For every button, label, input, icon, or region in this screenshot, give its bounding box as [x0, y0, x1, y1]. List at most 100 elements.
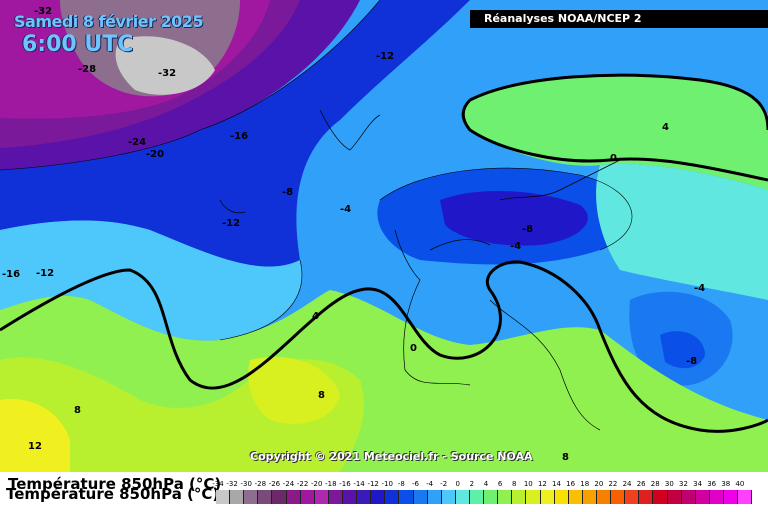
south-warm-core — [248, 356, 340, 424]
scale-tick-label: -12 — [367, 480, 379, 488]
scale-tick-label: 20 — [594, 480, 604, 488]
scale-tick-label: -16 — [339, 480, 351, 488]
contour-label: 0 — [610, 153, 617, 164]
scale-swatch — [625, 490, 640, 504]
scale-tick-label: 26 — [636, 480, 646, 488]
scale-tick-label: 14 — [552, 480, 561, 488]
scale-swatch — [216, 490, 231, 504]
contour-label: -12 — [222, 218, 240, 229]
contour-label: 4 — [312, 311, 319, 322]
south-warmest — [0, 399, 70, 472]
contour-label: -4 — [340, 204, 351, 215]
scale-tick-label: -18 — [325, 480, 337, 488]
contour-label: -20 — [146, 149, 164, 160]
isotherm-zero-north — [461, 73, 768, 182]
color-scale: -34 -32 -30 -28 -26 -24 -22 -20 -18 -16 -14 -12 -10-… — [212, 480, 753, 506]
scale-swatch — [484, 490, 499, 504]
scale-swatch — [681, 490, 696, 504]
scale-tick-label: -8 — [397, 480, 405, 488]
scale-swatch — [653, 490, 668, 504]
legend-title: Température 850hPa (°C) — [8, 475, 222, 493]
contour-label: -24 — [128, 137, 146, 148]
scale-swatch — [709, 490, 724, 504]
scale-swatch — [272, 490, 287, 504]
scale-swatch — [314, 490, 329, 504]
scale-tick-label: 10 — [523, 480, 533, 488]
scale-tick-label: -10 — [381, 480, 393, 488]
scale-swatch — [427, 490, 442, 504]
contour-label: 8 — [562, 452, 569, 463]
scandinavia-warm — [463, 75, 768, 190]
coastlines — [219, 109, 621, 431]
scale-swatch — [328, 490, 343, 504]
scale-swatch — [526, 490, 541, 504]
scale-swatch — [244, 490, 259, 504]
scale-swatch — [611, 490, 626, 504]
scale-tick-label: 30 — [664, 480, 674, 488]
scale-swatch — [695, 490, 710, 504]
scale-tick-label: 40 — [735, 480, 745, 488]
scale-labels: -34 -32 -30 -28 -26 -24 -22 -20 -18 -16 -14 -12 -10-… — [212, 480, 752, 490]
scale-tick-label: -20 — [311, 480, 323, 488]
scale-swatch — [667, 490, 682, 504]
scale-tick-label: 16 — [566, 480, 576, 488]
scale-tick-label: -4 — [426, 480, 434, 488]
contour-label: -12 — [376, 51, 394, 62]
date-title: Samedi 8 février 2025 — [14, 12, 204, 31]
contour-label: -32 — [158, 68, 176, 79]
contour-label: -8 — [686, 356, 697, 367]
scale-swatch — [469, 490, 485, 504]
scale-swatch — [738, 490, 753, 504]
scale-tick-label: 22 — [608, 480, 618, 488]
scale-swatch — [286, 490, 301, 504]
scale-swatch — [357, 490, 372, 504]
scale-swatch — [498, 490, 513, 504]
scale-swatch — [258, 490, 273, 504]
scale-tick-label: 2 — [469, 480, 475, 488]
scale-tick-label: -32 — [226, 480, 238, 488]
scale-tick-label: 0 — [455, 480, 461, 488]
contour-label: -16 — [2, 269, 20, 280]
scale-tick-label: -26 — [268, 480, 281, 488]
scale-swatch — [596, 490, 612, 504]
scale-swatch — [455, 490, 470, 504]
scale-swatch — [582, 490, 597, 504]
scale-swatch — [512, 490, 527, 504]
scale-tick-label: -34 — [212, 480, 224, 488]
legend-title-shadow: Température 850hPa (°C) — [6, 485, 220, 503]
scale-tick-label: -30 — [240, 480, 252, 488]
balkan-cold-core — [660, 331, 705, 369]
scale-tick-label: -6 — [411, 480, 419, 488]
contour-label: 0 — [410, 343, 417, 354]
scale-swatch — [399, 490, 414, 504]
scale-tick-label: 28 — [650, 480, 660, 488]
contour-label: -12 — [36, 268, 54, 279]
east-europe — [596, 164, 768, 300]
legend-footer: Température 850hPa (°C) Température 850h… — [0, 472, 768, 512]
scale-swatch — [371, 490, 386, 504]
scale-swatch — [723, 490, 739, 504]
contour-label: -32 — [34, 6, 52, 17]
scale-tick-label: 24 — [622, 480, 632, 488]
scale-swatch — [554, 490, 569, 504]
scale-tick-label: -24 — [282, 480, 295, 488]
time-title: 6:00 UTC — [22, 32, 134, 57]
temperature-map: -32 -28 -32 -24 -20 -16 -12 -8 -12 -4 -1… — [0, 0, 768, 472]
source-label: Réanalyses NOAA/NCEP 2 — [470, 10, 768, 28]
scale-tick-label: 12 — [537, 480, 547, 488]
isotherm-zero-west — [0, 260, 768, 433]
contour-label: 8 — [74, 405, 81, 416]
scale-bar — [216, 490, 753, 504]
copyright-notice: Copyright © 2021 Meteociel.fr - Source N… — [250, 450, 533, 463]
scale-swatch — [300, 490, 315, 504]
scale-tick-label: 38 — [721, 480, 731, 488]
scale-tick-label: 18 — [580, 480, 590, 488]
contour-label: -4 — [510, 241, 521, 252]
scale-tick-label: 34 — [693, 480, 703, 488]
cold-zone-peak — [115, 36, 215, 95]
west-tongue — [0, 220, 302, 341]
scale-swatch — [385, 490, 400, 504]
scale-swatch — [230, 490, 245, 504]
scale-swatch — [413, 490, 428, 504]
scale-tick-label: -28 — [254, 480, 267, 488]
